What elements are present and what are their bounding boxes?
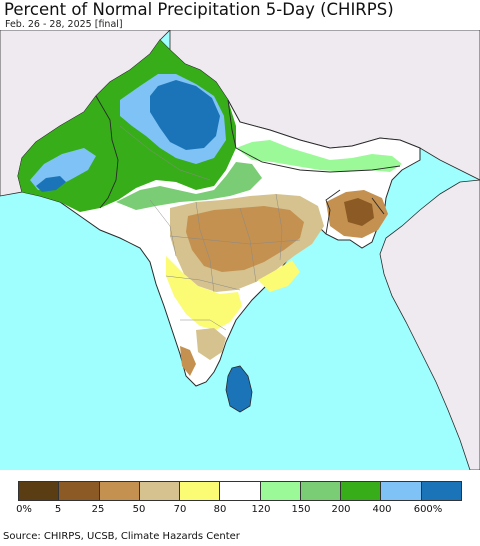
legend-swatch-6	[260, 482, 301, 500]
legend-swatch-5	[220, 482, 261, 500]
legend-swatch-7	[300, 482, 342, 500]
outside-land-east	[379, 179, 480, 470]
precip-zone-yellow-70	[166, 256, 242, 330]
precip-zone-palegreen-150	[236, 140, 402, 172]
country-borders	[95, 95, 401, 235]
legend-label-0: 0%	[16, 504, 32, 515]
legend-ticks: 0% 5 25 50 70 80 120 150 200 400 600%	[0, 504, 480, 518]
legend-label-7: 150	[291, 504, 311, 515]
color-legend	[18, 481, 462, 501]
legend-label-6: 120	[251, 504, 271, 515]
legend-label-8: 200	[331, 504, 351, 515]
map-title: Percent of Normal Precipitation 5-Day (C…	[4, 0, 394, 19]
precip-zone-palegreen-150-b	[116, 162, 262, 210]
legend-swatch-4	[180, 482, 221, 500]
precip-zone-yellow-70-b	[258, 260, 300, 292]
legend-label-3: 50	[132, 504, 146, 515]
map-subtitle: Feb. 26 - 28, 2025 [final]	[5, 19, 123, 30]
legend-label-1: 5	[54, 504, 62, 515]
legend-swatch-1	[59, 482, 100, 500]
legend-label-2: 25	[91, 504, 105, 515]
legend-label-10: 600%	[413, 504, 443, 515]
legend-label-4: 70	[173, 504, 187, 515]
source-credit: Source: CHIRPS, UCSB, Climate Hazards Ce…	[3, 531, 240, 542]
legend-swatch-9	[381, 482, 422, 500]
precip-zone-brown-25	[186, 206, 304, 272]
precip-zone-darkblue-600	[150, 80, 220, 150]
precip-zone-darkbrown-5	[344, 198, 374, 226]
legend-swatch-8	[341, 482, 382, 500]
legend-swatch-10	[421, 482, 461, 500]
state-borders	[119, 125, 301, 331]
legend-swatch-2	[99, 482, 140, 500]
sri-lanka	[225, 365, 253, 413]
precip-zone-darkblue-600-south	[36, 176, 66, 192]
legend-swatch-0	[19, 482, 60, 500]
precip-zone-brown-25-south	[180, 346, 196, 376]
legend-label-9: 400	[372, 504, 392, 515]
legend-swatch-3	[139, 482, 181, 500]
legend-label-5: 80	[213, 504, 227, 515]
precip-zone-tan-50-south	[196, 328, 226, 360]
precipitation-map	[0, 30, 480, 470]
